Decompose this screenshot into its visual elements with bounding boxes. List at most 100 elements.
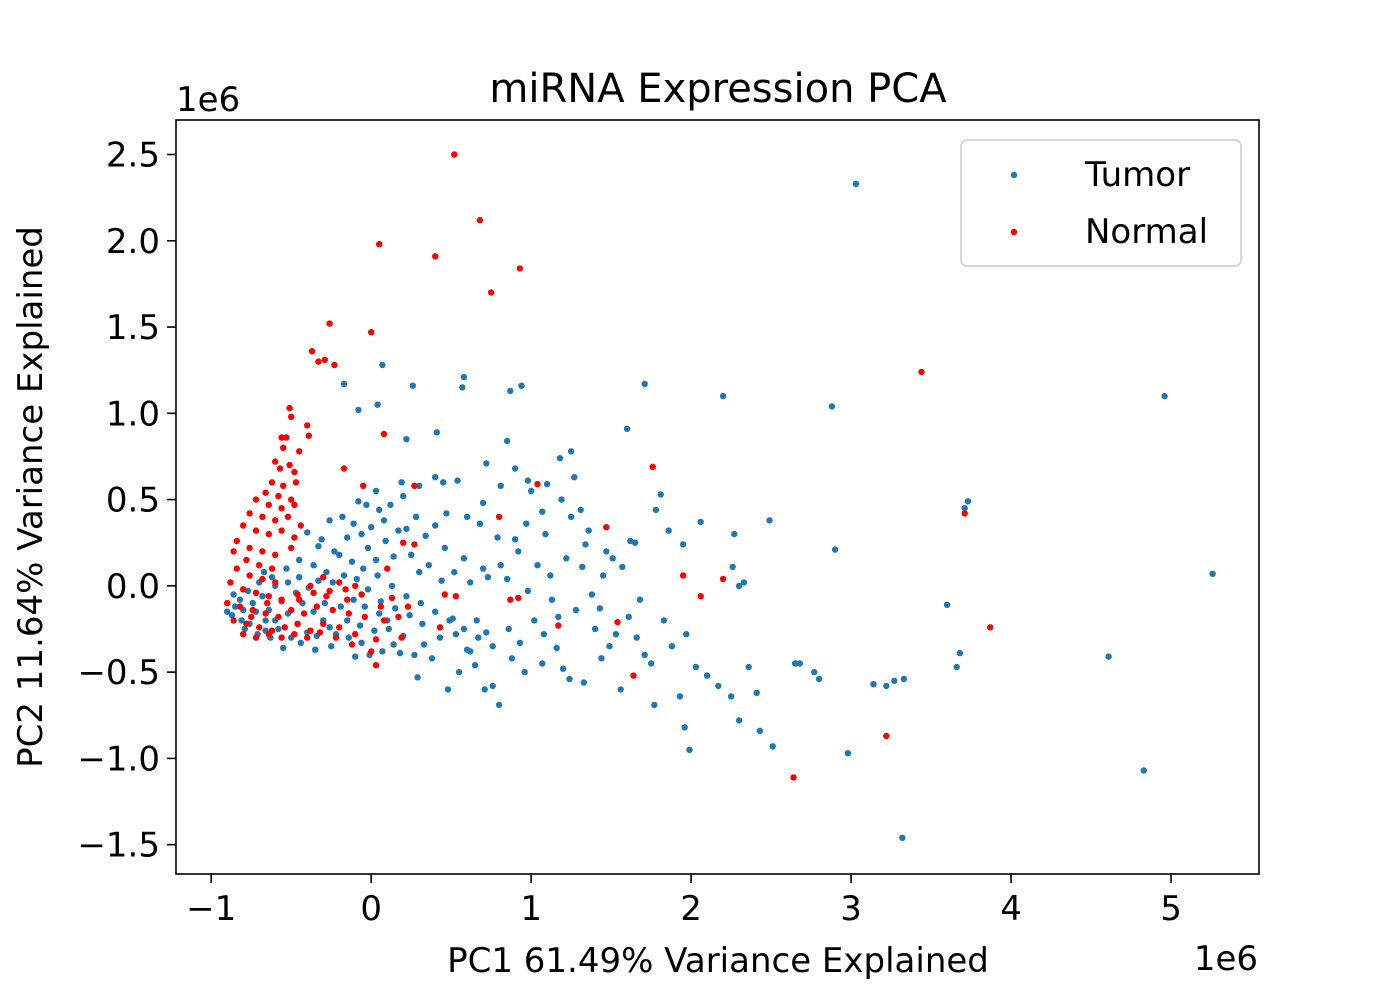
point-tumor	[358, 639, 365, 646]
point-normal	[288, 413, 295, 420]
point-tumor	[224, 608, 231, 615]
point-normal	[336, 624, 343, 631]
point-tumor	[828, 403, 836, 410]
point-tumor	[417, 599, 424, 607]
point-tumor	[452, 631, 460, 638]
point-tumor	[870, 681, 877, 688]
point-tumor	[489, 643, 496, 650]
point-tumor	[345, 634, 352, 641]
point-tumor	[433, 429, 440, 436]
point-tumor	[483, 460, 490, 467]
point-normal	[451, 151, 458, 158]
point-tumor	[438, 577, 445, 584]
point-normal	[291, 501, 298, 508]
point-normal	[294, 591, 301, 598]
point-tumor	[326, 517, 333, 524]
point-tumor	[432, 522, 439, 529]
point-normal	[262, 489, 269, 496]
point-normal	[340, 465, 348, 472]
point-normal	[224, 599, 231, 607]
point-tumor	[428, 655, 436, 662]
point-tumor	[598, 655, 605, 662]
point-tumor	[641, 380, 648, 388]
point-tumor	[740, 579, 748, 586]
point-tumor	[511, 536, 519, 543]
x-tick-label: 1	[520, 889, 542, 929]
point-normal	[336, 579, 343, 586]
point-tumor	[539, 660, 546, 667]
point-tumor	[471, 662, 479, 669]
point-normal	[345, 610, 352, 617]
point-normal	[259, 513, 266, 520]
point-normal	[316, 629, 324, 636]
point-tumor	[641, 651, 648, 659]
point-tumor	[735, 717, 743, 724]
point-tumor	[372, 487, 380, 495]
point-tumor	[326, 624, 333, 631]
point-tumor	[310, 608, 317, 615]
point-tumor	[665, 527, 672, 534]
point-tumor	[374, 572, 381, 579]
point-tumor	[323, 568, 330, 576]
point-normal	[368, 648, 375, 655]
point-normal	[516, 265, 524, 272]
point-normal	[288, 496, 295, 503]
point-normal	[272, 579, 279, 586]
point-normal	[476, 216, 484, 224]
y-tick-label: 1.5	[106, 308, 160, 348]
point-tumor	[511, 465, 519, 472]
point-tumor	[411, 651, 418, 659]
point-tumor	[566, 675, 573, 683]
point-tumor	[436, 634, 444, 641]
point-normal	[404, 603, 412, 610]
point-normal	[265, 530, 272, 538]
point-tumor	[479, 499, 487, 507]
point-tumor	[350, 520, 357, 527]
point-tumor	[380, 517, 388, 524]
point-tumor	[507, 387, 514, 395]
point-tumor	[228, 612, 236, 619]
point-normal	[240, 586, 247, 593]
point-tumor	[236, 596, 244, 603]
point-normal	[297, 522, 304, 529]
point-tumor	[539, 508, 546, 515]
point-tumor	[844, 750, 852, 757]
point-normal	[286, 404, 293, 412]
point-tumor	[382, 537, 389, 545]
point-normal	[372, 662, 380, 669]
point-tumor	[280, 644, 287, 652]
point-normal	[398, 634, 405, 641]
point-normal	[332, 634, 340, 641]
point-tumor	[811, 668, 818, 676]
point-normal	[380, 617, 388, 624]
point-normal	[697, 593, 704, 600]
point-normal	[987, 624, 994, 631]
point-normal	[230, 548, 237, 555]
point-tumor	[676, 693, 684, 700]
point-tumor	[703, 672, 711, 679]
point-normal	[368, 329, 375, 336]
point-tumor	[406, 612, 413, 619]
point-normal	[304, 422, 311, 429]
point-tumor	[735, 582, 743, 590]
x-offset-label: 1e6	[1194, 939, 1258, 979]
point-tumor	[660, 617, 668, 624]
point-tumor	[503, 437, 511, 445]
point-normal	[268, 565, 276, 572]
point-tumor	[631, 539, 639, 546]
point-tumor	[543, 480, 551, 488]
point-normal	[649, 463, 656, 470]
point-tumor	[328, 643, 335, 650]
point-tumor	[363, 501, 370, 508]
point-normal	[275, 492, 282, 500]
point-normal	[790, 774, 797, 781]
point-normal	[292, 479, 300, 486]
point-tumor	[769, 743, 776, 750]
point-tumor	[284, 579, 292, 586]
point-normal	[313, 603, 320, 610]
point-normal	[291, 631, 298, 638]
point-normal	[452, 593, 460, 600]
point-tumor	[523, 520, 530, 527]
point-tumor	[350, 596, 357, 603]
legend-box	[960, 139, 1242, 267]
